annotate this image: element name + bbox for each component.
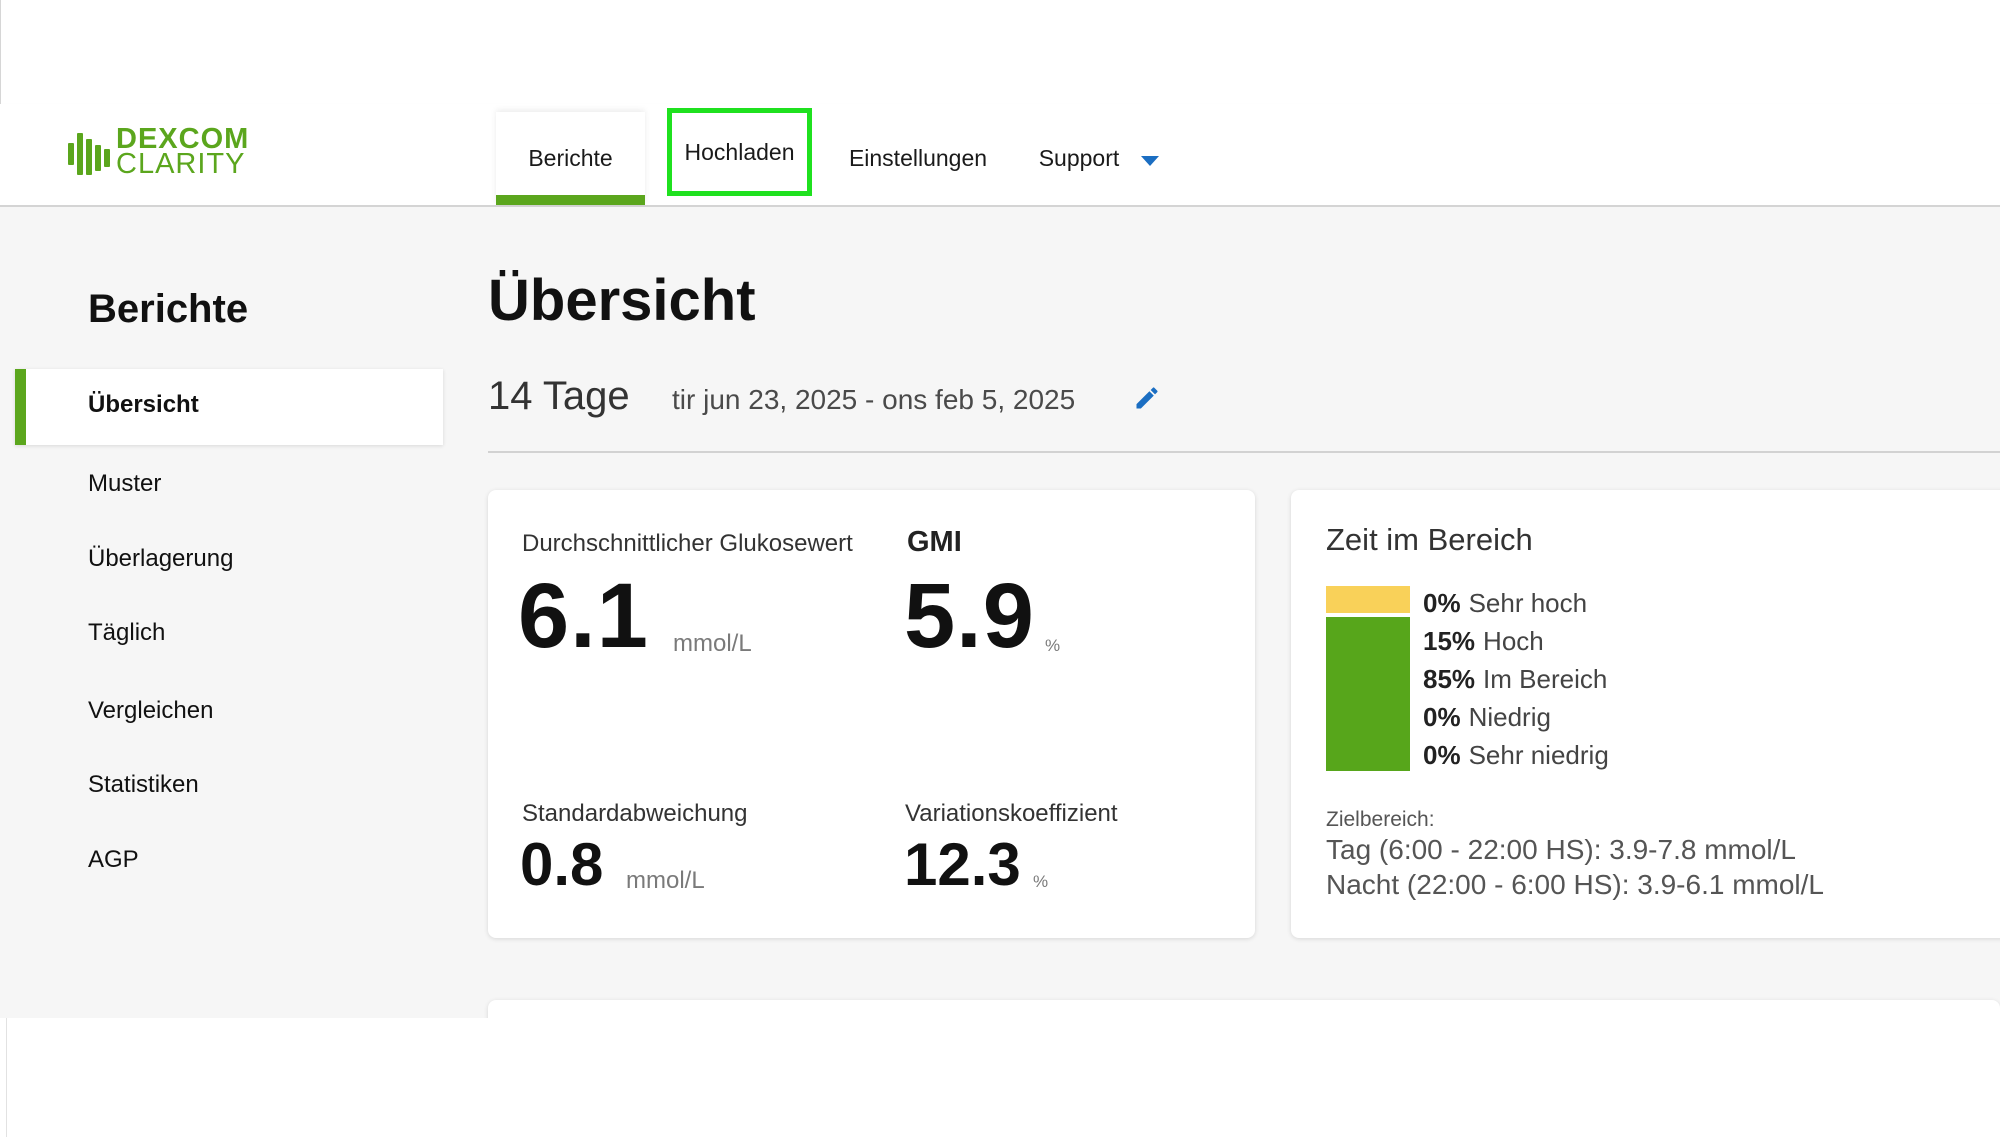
sidebar-item-taeglich[interactable]: Täglich bbox=[88, 619, 166, 646]
avg-glucose-value: 6.1 bbox=[518, 565, 649, 667]
sidebar-item-label: Übersicht bbox=[88, 391, 199, 418]
tab-berichte[interactable]: Berichte bbox=[496, 112, 645, 205]
cv-label: Variationskoeffizient bbox=[905, 800, 1118, 827]
tir-pct: 0% bbox=[1423, 702, 1461, 732]
page-title: Übersicht bbox=[488, 268, 756, 333]
avg-glucose-label: Durchschnittlicher Glukosewert bbox=[522, 530, 853, 557]
tab-hochladen[interactable]: Hochladen bbox=[667, 108, 812, 196]
logo-wordmark-clarity: CLARITY bbox=[116, 148, 246, 180]
date-range-days: 14 Tage bbox=[488, 374, 630, 418]
tir-pct: 0% bbox=[1423, 740, 1461, 770]
std-dev-unit: mmol/L bbox=[626, 867, 705, 894]
date-range-dates: tir jun 23, 2025 - ons feb 5, 2025 bbox=[672, 384, 1076, 415]
target-range-label: Zielbereich: bbox=[1326, 808, 1435, 831]
cv-unit: % bbox=[1033, 872, 1049, 891]
left-edge-line-bottom bbox=[6, 1018, 7, 1137]
dexcom-clarity-logo[interactable]: DEXCOM CLARITY bbox=[68, 123, 268, 181]
tir-label: Sehr hoch bbox=[1468, 588, 1588, 618]
sidebar-item-agp[interactable]: AGP bbox=[88, 846, 139, 873]
time-in-range-card: Zeit im Bereich 0% Sehr hoch 15% Hoch 85% I… bbox=[1291, 490, 2000, 938]
section-divider bbox=[488, 451, 2000, 453]
tir-label: Niedrig bbox=[1468, 702, 1551, 732]
tir-pct: 15% bbox=[1423, 626, 1476, 656]
tir-row-in-range: 85% Im Bereich bbox=[1423, 664, 1607, 695]
glucose-stats-card: Durchschnittlicher Glukosewert 6.1 mmol/… bbox=[488, 490, 1255, 938]
logo-bars-icon bbox=[68, 129, 110, 175]
sidebar-title: Berichte bbox=[88, 287, 249, 331]
tir-row-high: 15% Hoch bbox=[1423, 626, 1544, 657]
tir-row-low: 0% Niedrig bbox=[1423, 702, 1551, 733]
tir-seg-high bbox=[1326, 586, 1410, 614]
main-area: Berichte Übersicht Muster Überlagerung T… bbox=[0, 207, 2000, 1040]
tab-hochladen-label: Hochladen bbox=[684, 138, 795, 165]
tir-label: Hoch bbox=[1483, 626, 1544, 656]
tir-label: Sehr niedrig bbox=[1468, 740, 1609, 770]
tab-einstellungen[interactable]: Einstellungen bbox=[828, 112, 1008, 205]
tir-seg-in-range bbox=[1326, 617, 1410, 771]
gmi-unit: % bbox=[1045, 636, 1061, 655]
tab-support-label: Support bbox=[1038, 145, 1120, 171]
std-dev-label: Standardabweichung bbox=[522, 800, 748, 827]
pencil-icon[interactable] bbox=[1133, 384, 1161, 412]
sidebar-item-uebersicht[interactable]: Übersicht bbox=[15, 369, 443, 445]
sidebar-item-muster[interactable]: Muster bbox=[88, 470, 162, 497]
tir-pct: 85% bbox=[1423, 664, 1476, 694]
tir-row-very-high: 0% Sehr hoch bbox=[1423, 588, 1587, 619]
gmi-value: 5.9 bbox=[904, 565, 1035, 667]
tab-berichte-label: Berichte bbox=[528, 145, 613, 171]
caret-down-icon[interactable] bbox=[1141, 155, 1160, 166]
sidebar-item-ueberlagerung[interactable]: Überlagerung bbox=[88, 545, 234, 572]
sidebar-item-vergleichen[interactable]: Vergleichen bbox=[88, 697, 214, 724]
logo-wordmark-dexcom: DEXCOM bbox=[116, 123, 250, 155]
tir-stacked-bar bbox=[1326, 586, 1410, 771]
tir-title: Zeit im Bereich bbox=[1326, 522, 1533, 557]
tir-row-very-low: 0% Sehr niedrig bbox=[1423, 740, 1609, 771]
top-header: DEXCOM CLARITY Berichte Hochladen Einste… bbox=[0, 104, 2000, 207]
gmi-label: GMI bbox=[907, 526, 962, 558]
tir-pct: 0% bbox=[1423, 588, 1461, 618]
target-range-night: Nacht (22:00 - 6:00 HS): 3.9-6.1 mmol/L bbox=[1326, 869, 1824, 900]
target-range-day: Tag (6:00 - 22:00 HS): 3.9-7.8 mmol/L bbox=[1326, 834, 1796, 865]
tir-label: Im Bereich bbox=[1483, 664, 1608, 694]
below-content-area bbox=[0, 1018, 2000, 1137]
avg-glucose-unit: mmol/L bbox=[673, 630, 752, 657]
left-edge-line bbox=[0, 0, 1, 104]
std-dev-value: 0.8 bbox=[520, 831, 604, 898]
cv-value: 12.3 bbox=[904, 831, 1021, 898]
sidebar-item-statistiken[interactable]: Statistiken bbox=[88, 771, 199, 798]
tab-einstellungen-label: Einstellungen bbox=[848, 145, 988, 171]
tab-support[interactable]: Support bbox=[1024, 112, 1174, 205]
